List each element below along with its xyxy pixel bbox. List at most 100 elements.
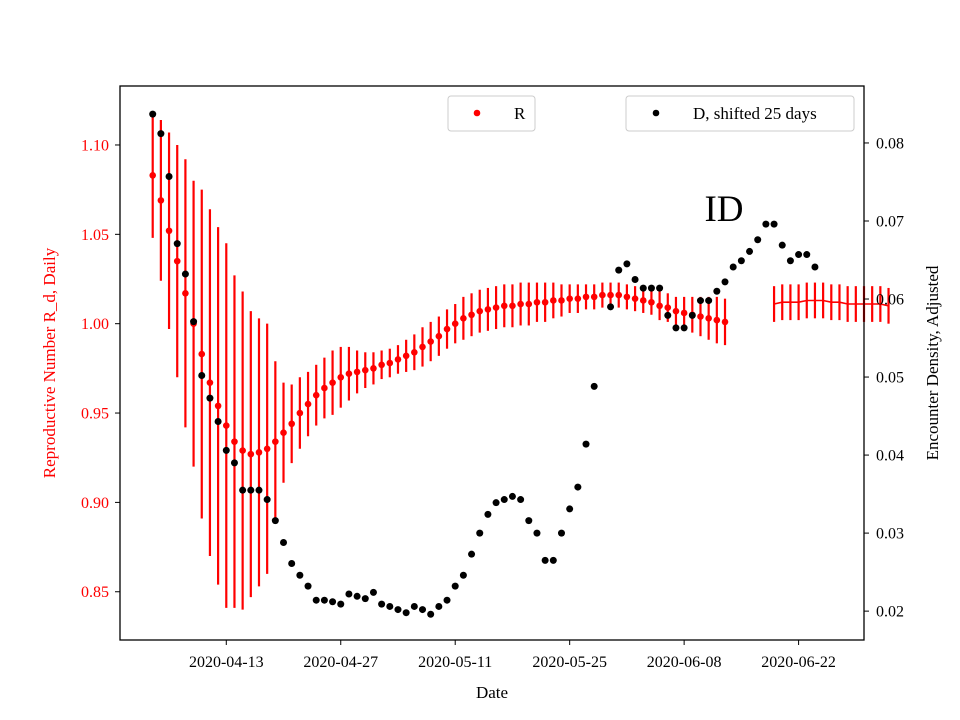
d-point bbox=[288, 560, 296, 568]
d-point bbox=[263, 496, 271, 504]
d-point bbox=[696, 297, 704, 305]
d-point bbox=[190, 318, 198, 326]
x-tick-label: 2020-05-25 bbox=[532, 654, 607, 671]
plot-frame bbox=[119, 85, 865, 641]
r-point bbox=[705, 315, 712, 322]
d-point bbox=[329, 598, 337, 606]
r-point bbox=[231, 438, 238, 445]
d-point bbox=[688, 311, 696, 319]
d-point bbox=[672, 324, 680, 332]
d-point bbox=[541, 556, 549, 564]
d-point bbox=[255, 486, 263, 494]
r-point bbox=[582, 293, 590, 301]
y-axis-right: 0.02 0.03 0.04 0.05 0.06 0.07 0.08 bbox=[864, 135, 904, 621]
r-point bbox=[484, 306, 492, 313]
r-point bbox=[492, 304, 500, 311]
y-right-tick-label: 0.05 bbox=[876, 370, 904, 387]
d-point bbox=[721, 278, 729, 286]
y-right-tick-label: 0.02 bbox=[876, 604, 904, 621]
r-point bbox=[247, 450, 255, 458]
r-tail-line bbox=[773, 299, 889, 307]
r-point bbox=[182, 290, 189, 297]
r-point bbox=[460, 315, 467, 322]
d-point bbox=[419, 606, 427, 614]
r-point bbox=[173, 257, 181, 265]
d-point bbox=[566, 505, 574, 513]
y-left-tick-label: 1.05 bbox=[81, 227, 109, 244]
r-point bbox=[672, 307, 680, 315]
r-point bbox=[525, 300, 533, 308]
d-point bbox=[615, 266, 623, 274]
r-point bbox=[353, 368, 361, 376]
r-point bbox=[222, 422, 230, 429]
d-point bbox=[181, 270, 189, 278]
r-point bbox=[443, 325, 451, 333]
r-point bbox=[500, 302, 508, 310]
d-point bbox=[656, 284, 664, 292]
d-point bbox=[729, 263, 737, 271]
r-point bbox=[639, 297, 647, 304]
d-point bbox=[271, 517, 279, 525]
d-point bbox=[402, 609, 410, 617]
r-point bbox=[533, 298, 541, 306]
y-right-tick-label: 0.03 bbox=[876, 526, 904, 543]
d-point bbox=[713, 287, 721, 295]
y-left-tick-label: 0.95 bbox=[81, 406, 109, 423]
d-point bbox=[795, 251, 803, 259]
x-tick-label: 2020-06-22 bbox=[761, 654, 836, 671]
d-point bbox=[459, 571, 467, 579]
r-point bbox=[451, 320, 459, 327]
y-left-tick-label: 1.10 bbox=[81, 137, 109, 154]
d-point bbox=[574, 483, 582, 491]
r-point bbox=[198, 350, 206, 358]
y-right-tick-label: 0.07 bbox=[876, 213, 904, 230]
r-point bbox=[411, 348, 418, 356]
legend-right-label: D, shifted 25 days bbox=[693, 104, 817, 123]
d-point bbox=[623, 260, 631, 268]
d-point bbox=[386, 602, 394, 610]
d-series bbox=[149, 110, 819, 618]
legend-right: D, shifted 25 days bbox=[625, 95, 855, 132]
r-point bbox=[402, 352, 410, 360]
d-point bbox=[157, 130, 165, 138]
d-point bbox=[705, 297, 713, 305]
d-point bbox=[304, 582, 312, 590]
d-point bbox=[680, 324, 688, 332]
y-right-tick-label: 0.06 bbox=[876, 292, 904, 309]
x-tick-label: 2020-06-08 bbox=[647, 654, 722, 671]
r-point bbox=[386, 359, 394, 367]
r-point bbox=[435, 332, 443, 340]
r-point bbox=[550, 297, 557, 304]
r-point bbox=[312, 391, 320, 399]
r-series bbox=[149, 172, 729, 458]
legend-left-marker bbox=[473, 109, 481, 117]
r-point bbox=[149, 172, 157, 179]
r-point bbox=[378, 361, 385, 369]
y-right-tick-label: 0.08 bbox=[876, 135, 904, 152]
d-point bbox=[500, 496, 508, 504]
r-point bbox=[280, 429, 287, 436]
d-point bbox=[312, 596, 320, 604]
r-point bbox=[615, 291, 623, 299]
d-point bbox=[525, 517, 533, 525]
d-point bbox=[549, 556, 557, 564]
r-point bbox=[288, 420, 295, 428]
r-point bbox=[566, 295, 573, 302]
d-point bbox=[492, 499, 500, 507]
d-point bbox=[778, 241, 786, 249]
r-point bbox=[541, 298, 549, 306]
r-point bbox=[468, 311, 475, 319]
r-point bbox=[590, 293, 598, 301]
d-point bbox=[590, 382, 598, 390]
d-point bbox=[639, 284, 647, 292]
y-axis-left-label: Reproductive Number R_d, Daily bbox=[40, 247, 59, 478]
d-point bbox=[337, 600, 345, 608]
d-point bbox=[435, 602, 443, 610]
x-axis: 2020-04-13 2020-04-27 2020-05-11 2020-05-25… bbox=[189, 640, 836, 671]
r-point bbox=[558, 297, 565, 304]
d-point bbox=[762, 220, 770, 228]
d-point bbox=[345, 590, 353, 598]
d-point bbox=[468, 550, 476, 558]
y-axis-left: 0.85 0.90 0.95 1.00 1.05 1.10 bbox=[81, 137, 120, 601]
